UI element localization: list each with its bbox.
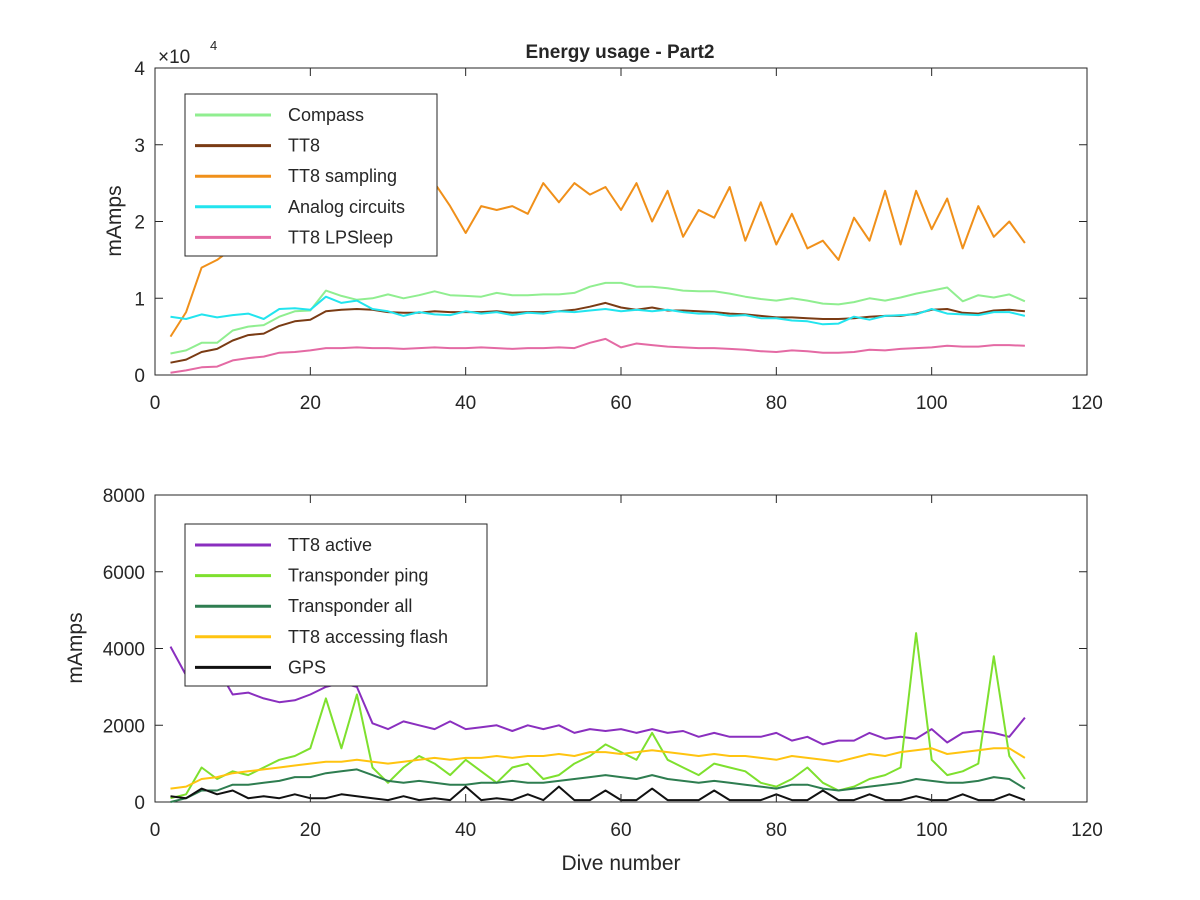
y-tick-label: 4 [134, 59, 145, 80]
legend-entry: Transponder all [288, 596, 412, 616]
y-tick-label: 6000 [103, 563, 145, 584]
x-tick-label: 120 [1071, 820, 1103, 841]
y-tick-label: 8000 [103, 486, 145, 507]
series-line-4 [170, 337, 1025, 374]
x-tick-label: 100 [916, 393, 948, 414]
y-tick-label: 1 [134, 289, 145, 310]
x-tick-label: 20 [300, 820, 321, 841]
legend-bottom: TT8 active Transponder ping Transponder al… [184, 523, 488, 687]
ticks-top: 0 20 40 60 80 100 120 0 1 2 3 4 [134, 59, 1102, 414]
y-tick-label: 4000 [103, 640, 145, 661]
series-line-0 [169, 646, 1026, 746]
x-tick-label: 80 [766, 820, 787, 841]
legend-top: Compass TT8 TT8 sampling Analog circuits TT8… [184, 93, 438, 257]
x-tick-label: 20 [300, 393, 321, 414]
y-axis-label-bottom: mAmps [64, 612, 87, 683]
legend-entry: Compass [288, 105, 364, 125]
x-axis-label-bottom: Dive number [561, 852, 680, 875]
chart-title: Energy usage - Part2 [525, 42, 714, 63]
x-tick-label: 120 [1071, 393, 1103, 414]
legend-entry: Transponder ping [288, 566, 428, 586]
x-tick-label: 60 [610, 820, 631, 841]
y-axis-label-top: mAmps [103, 185, 126, 256]
x-tick-label: 0 [150, 393, 161, 414]
legend-entry: TT8 LPSleep [288, 227, 393, 247]
series-line-3 [170, 295, 1026, 326]
y-tick-label: 0 [134, 366, 145, 387]
legend-entry: TT8 accessing flash [288, 627, 448, 647]
legend-entry: TT8 active [288, 535, 372, 555]
series-line-4 [170, 785, 1026, 802]
series-line-1 [170, 632, 1026, 800]
x-tick-label: 0 [150, 820, 161, 841]
series-line-2 [170, 768, 1026, 803]
axes-top: 0 20 40 60 80 100 120 0 1 2 3 4 ×10 4 mAmps Compass… [103, 38, 1103, 414]
legend-entry: TT8 [288, 136, 320, 156]
legend-entry: Analog circuits [288, 197, 405, 217]
y-tick-label: 3 [134, 136, 145, 157]
x-tick-label: 40 [455, 820, 476, 841]
y-tick-label: 0 [134, 793, 145, 814]
axes-bottom: 0 20 40 60 80 100 120 0 2000 4000 6000 8000 mAmps D… [64, 486, 1103, 875]
exponent-power: 4 [210, 38, 217, 53]
x-tick-label: 100 [916, 820, 948, 841]
exponent-label: ×10 [158, 47, 190, 68]
x-tick-label: 60 [610, 393, 631, 414]
ticks-bottom: 0 20 40 60 80 100 120 0 2000 4000 6000 8000 [103, 486, 1103, 841]
legend-entry: TT8 sampling [288, 166, 397, 186]
x-tick-label: 40 [455, 393, 476, 414]
series-line-3 [170, 747, 1026, 790]
legend-entry: GPS [288, 657, 326, 677]
y-tick-label: 2000 [103, 716, 145, 737]
y-tick-label: 2 [134, 213, 145, 234]
x-tick-label: 80 [766, 393, 787, 414]
